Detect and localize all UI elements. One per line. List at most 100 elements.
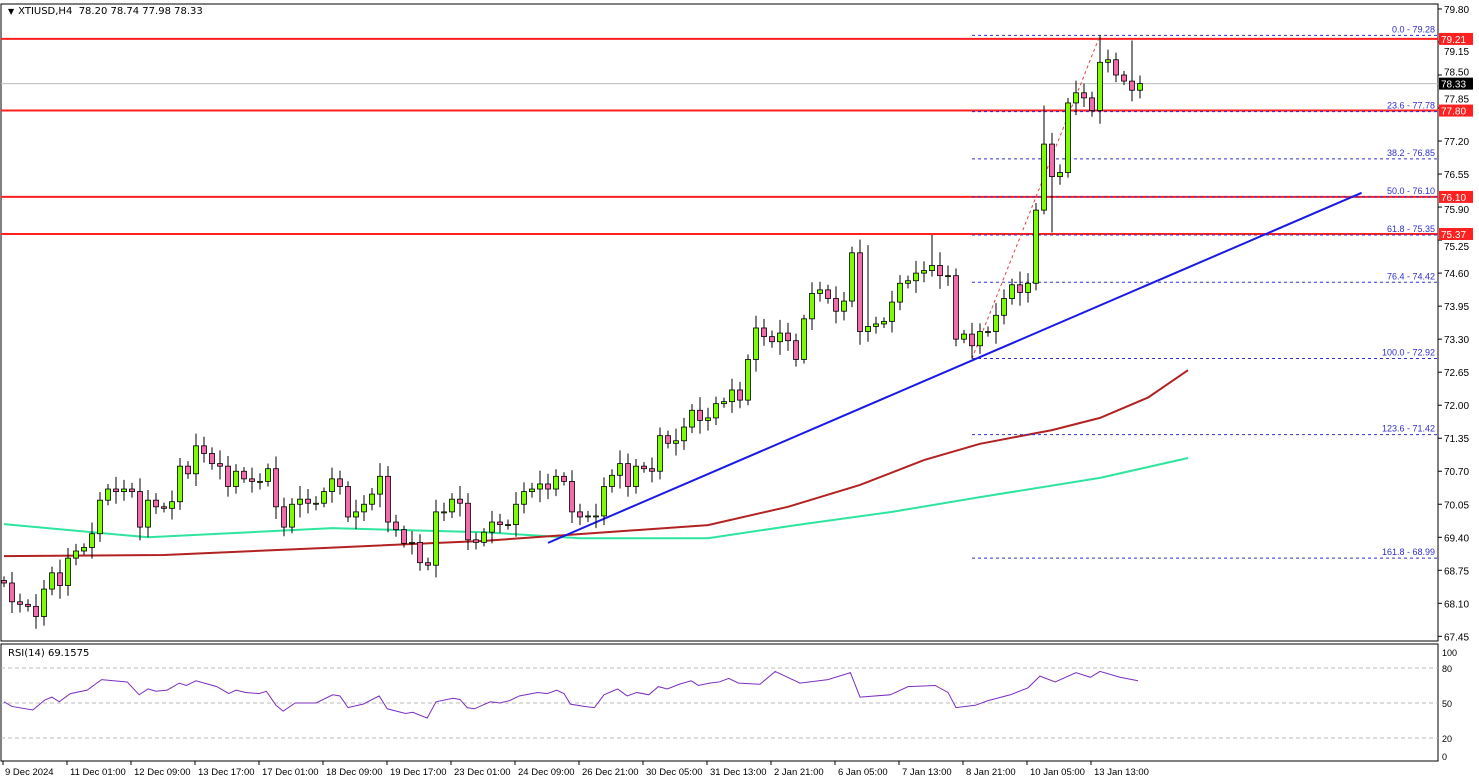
ohlc-values: 78.20 78.74 77.98 78.33 (78, 6, 203, 17)
candle (193, 433, 199, 486)
bullish-candle-body (489, 521, 495, 533)
candle (561, 472, 567, 486)
candle (617, 450, 623, 489)
bullish-candle-body (361, 503, 367, 513)
candle (753, 315, 759, 372)
bullish-candle-body (1105, 59, 1111, 63)
candle (801, 314, 807, 364)
rsi-title: RSI(14) 69.1575 (6, 648, 92, 659)
candle (377, 463, 383, 508)
x-tick-label: 31 Dec 13:00 (710, 767, 767, 778)
y-tick-label: 77.85 (1444, 95, 1469, 106)
bullish-candle-body (1009, 284, 1015, 299)
x-tick-label: 30 Dec 05:00 (646, 767, 703, 778)
x-tick-label: 2 Jan 21:00 (774, 767, 824, 778)
rsi-level-label: 80 (1442, 664, 1452, 674)
bearish-candle-body (129, 488, 135, 492)
bearish-candle-body (1049, 143, 1055, 177)
candle (849, 246, 855, 308)
candle (121, 479, 127, 501)
candle (73, 543, 79, 566)
candle (217, 450, 223, 480)
candle (769, 330, 775, 348)
candle (897, 275, 903, 311)
candle (913, 260, 919, 293)
x-tick-label: 8 Jan 21:00 (966, 767, 1016, 778)
fib-level-label: 0.0 - 79.28 (1392, 24, 1435, 34)
bearish-candle-body (785, 332, 791, 342)
bullish-candle-body (441, 511, 447, 514)
candle (921, 261, 927, 283)
candle (417, 534, 423, 571)
candle (641, 462, 647, 473)
bullish-candle-body (233, 470, 239, 487)
bullish-candle-body (1137, 83, 1143, 91)
bullish-candle-body (145, 499, 151, 528)
bullish-candle-body (529, 488, 535, 492)
bullish-candle-body (81, 547, 87, 552)
candle (697, 397, 703, 434)
candle (1065, 97, 1071, 178)
bullish-candle-body (889, 301, 895, 322)
candle (665, 430, 671, 449)
rsi-level-label: 50 (1442, 699, 1452, 709)
bearish-candle-body (937, 265, 943, 277)
x-tick-label: 18 Dec 09:00 (326, 767, 383, 778)
candle (529, 482, 535, 498)
bullish-candle-body (257, 480, 263, 483)
candle (281, 497, 287, 537)
bullish-candle-body (873, 323, 879, 327)
candle (321, 487, 327, 508)
candle (1137, 75, 1143, 99)
bearish-candle-body (1113, 59, 1119, 76)
x-tick-label: 26 Dec 21:00 (582, 767, 639, 778)
candle (689, 404, 695, 434)
candle (625, 453, 631, 497)
bullish-candle-body (369, 493, 375, 505)
candle (609, 469, 615, 493)
candle (65, 547, 71, 596)
candle (241, 467, 247, 483)
candle (97, 492, 103, 542)
fib-level-label: 123.6 - 71.42 (1382, 424, 1435, 434)
bearish-candle-body (569, 480, 575, 513)
bullish-candle-body (513, 503, 519, 525)
bearish-candle-body (825, 289, 831, 299)
bullish-candle-body (585, 515, 591, 518)
bearish-candle-body (497, 521, 503, 525)
candle (169, 490, 175, 520)
fib-level-label: 100.0 - 72.92 (1382, 347, 1435, 357)
candle (937, 252, 943, 289)
candle (497, 513, 503, 533)
bullish-candle-body (681, 426, 687, 442)
x-tick-label: 7 Jan 13:00 (902, 767, 952, 778)
triangle-down-icon[interactable]: ▼ (8, 7, 15, 16)
candle (945, 265, 951, 286)
candle (633, 459, 639, 494)
candle (817, 281, 823, 302)
bearish-candle-body (209, 453, 215, 465)
y-tick-label: 75.25 (1444, 242, 1469, 253)
candle (225, 456, 231, 497)
price-level-box-label: 76.10 (1441, 193, 1466, 204)
candle (81, 543, 87, 556)
candle (1097, 35, 1103, 124)
bullish-candle-body (753, 327, 759, 360)
x-tick-label: 11 Dec 01:00 (70, 767, 126, 778)
candle (1, 576, 7, 588)
bearish-candle-body (1121, 74, 1127, 82)
bearish-candle-body (625, 463, 631, 487)
bullish-candle-body (721, 401, 727, 405)
candle (1049, 132, 1055, 233)
candle (505, 519, 511, 530)
candle (233, 464, 239, 494)
x-tick-label: 24 Dec 09:00 (518, 767, 575, 778)
candle (49, 566, 55, 596)
bullish-candle-body (593, 515, 599, 518)
bearish-candle-body (417, 541, 423, 564)
bullish-candle-body (329, 478, 335, 492)
x-tick-label: 13 Jan 13:00 (1094, 767, 1149, 778)
candle (537, 470, 543, 503)
bearish-candle-body (281, 506, 287, 528)
